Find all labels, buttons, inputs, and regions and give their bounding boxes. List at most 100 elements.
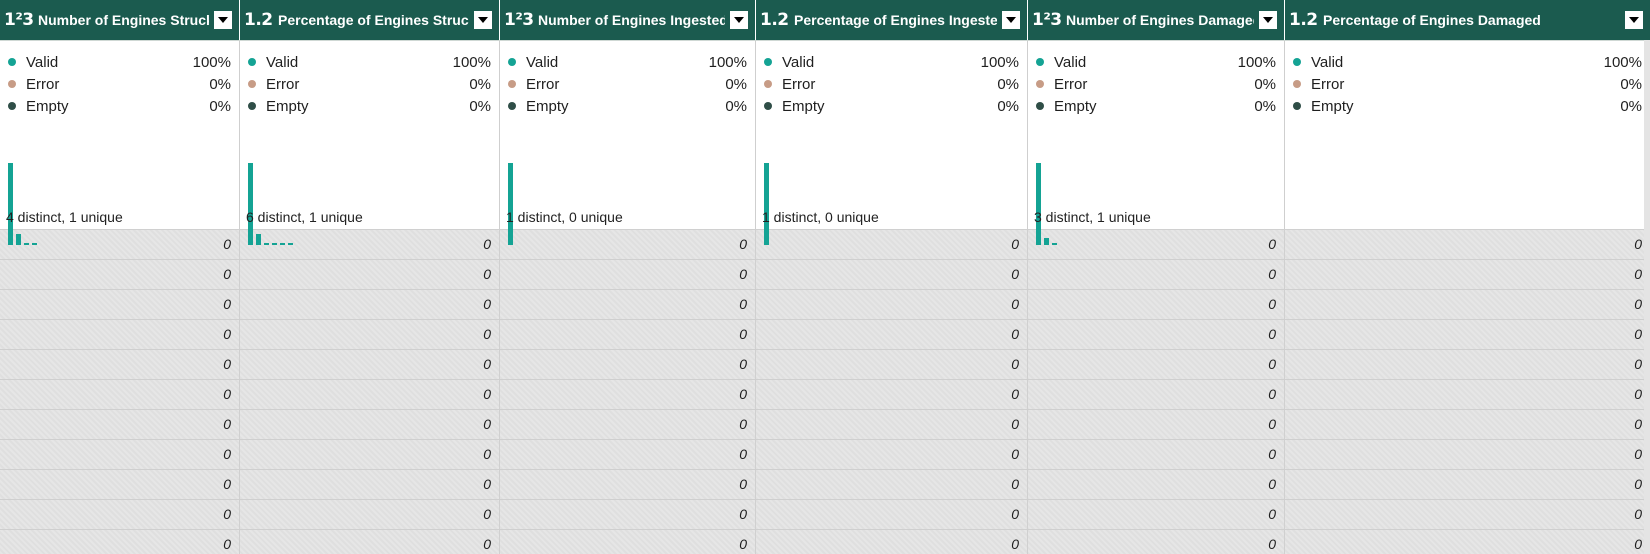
table-cell[interactable]: 0 [1028,500,1285,529]
table-cell[interactable]: 0 [0,320,240,349]
table-cell[interactable]: 0 [500,500,756,529]
table-cell[interactable]: 0 [756,380,1028,409]
table-cell[interactable]: 0 [1634,506,1642,522]
column-filter-dropdown[interactable] [473,10,493,30]
table-cell[interactable]: 0 [756,410,1028,439]
valid-row: Valid 100% [248,51,491,73]
table-cell[interactable]: 0 [1634,296,1642,312]
table-cell[interactable]: 0 [240,380,500,409]
empty-row: Empty 0% [1293,95,1642,117]
table-cell[interactable]: 0 [1028,410,1285,439]
table-cell[interactable]: 0 [500,410,756,439]
table-cell[interactable]: 0 [1634,356,1642,372]
table-cell[interactable]: 0 [500,380,756,409]
table-cell[interactable]: 0 [0,500,240,529]
table-cell[interactable]: 0 [240,260,500,289]
table-cell[interactable]: 0 [1028,320,1285,349]
table-cell[interactable]: 0 [240,410,500,439]
table-cell[interactable]: 0 [1634,236,1642,252]
table-cell[interactable]: 0 [1028,290,1285,319]
whole-number-type-icon[interactable]: 1²3 [1032,9,1062,30]
whole-number-type-icon[interactable]: 1²3 [504,9,534,30]
valid-dot-icon [1036,58,1044,66]
table-cell[interactable]: 0 [1028,530,1285,554]
column-filter-dropdown[interactable] [1001,10,1021,30]
table-cell[interactable]: 0 [1028,260,1285,289]
table-cell[interactable]: 0 [0,380,240,409]
table-cell[interactable]: 0 [240,350,500,379]
chevron-down-icon [478,17,488,23]
whole-number-type-icon[interactable]: 1²3 [4,9,34,30]
distinct-count: 4 distinct, 1 unique [6,209,123,225]
error-label: Error [266,75,300,93]
table-cell[interactable]: 0 [756,230,1028,259]
column-header-number-of-engines-ingested[interactable]: 1²3 Number of Engines Ingested [500,0,756,40]
table-cell[interactable]: 0 [1634,266,1642,282]
table-cell[interactable]: 0 [0,290,240,319]
table-cell[interactable]: 0 [500,230,756,259]
table-cell[interactable]: 0 [0,230,240,259]
distinct-count: 1 distinct, 0 unique [506,209,623,225]
table-cell[interactable]: 0 [1028,440,1285,469]
column-header-number-of-engines-struck[interactable]: 1²3 Number of Engines Struck [0,0,240,40]
table-cell[interactable]: 0 [240,320,500,349]
table-cell[interactable]: 0 [756,290,1028,319]
table-cell[interactable]: 0 [756,260,1028,289]
table-cell[interactable]: 0 [500,290,756,319]
valid-label: Valid [1311,53,1344,71]
table-cell[interactable]: 0 [0,470,240,499]
table-cell[interactable]: 0 [756,470,1028,499]
table-cell[interactable]: 0 [1634,326,1642,342]
vertical-scrollbar[interactable] [1644,40,1650,554]
column-header-percentage-of-engines-ingested[interactable]: 1.2 Percentage of Engines Ingested [756,0,1028,40]
empty-dot-icon [508,102,516,110]
table-cell[interactable]: 0 [1028,230,1285,259]
table-cell[interactable]: 0 [756,440,1028,469]
column-header-number-of-engines-damaged[interactable]: 1²3 Number of Engines Damaged [1028,0,1285,40]
table-cell[interactable]: 0 [1028,470,1285,499]
table-cell[interactable]: 0 [240,290,500,319]
table-cell[interactable]: 0 [1634,386,1642,402]
table-cell[interactable]: 0 [756,320,1028,349]
table-cell[interactable]: 0 [0,260,240,289]
column-title: Percentage of Engines Ingested [794,12,997,28]
table-cell[interactable]: 0 [756,530,1028,554]
table-cell[interactable]: 0 [240,530,500,554]
table-cell[interactable]: 0 [240,440,500,469]
table-cell[interactable]: 0 [0,350,240,379]
decimal-number-type-icon[interactable]: 1.2 [244,9,273,30]
table-cell[interactable]: 0 [500,320,756,349]
table-cell[interactable]: 0 [500,440,756,469]
column-filter-dropdown[interactable] [729,10,749,30]
table-cell[interactable]: 0 [0,440,240,469]
table-cell[interactable]: 0 [1634,536,1642,552]
table-cell[interactable]: 0 [500,260,756,289]
column-header-percentage-of-engines-struck[interactable]: 1.2 Percentage of Engines Struck [240,0,500,40]
column-filter-dropdown[interactable] [1258,10,1278,30]
table-cell[interactable]: 0 [240,230,500,259]
table-cell[interactable]: 0 [1634,416,1642,432]
column-filter-dropdown[interactable] [1624,10,1644,30]
column-header-percentage-of-engines-damaged[interactable]: 1.2 Percentage of Engines Damaged [1285,0,1650,40]
valid-label: Valid [526,53,559,71]
table-cell[interactable]: 0 [500,530,756,554]
table-cell[interactable]: 0 [1634,476,1642,492]
table-cell[interactable]: 0 [1634,446,1642,462]
table-cell[interactable]: 0 [1028,380,1285,409]
error-row: Error 0% [764,73,1019,95]
table-cell[interactable]: 0 [0,530,240,554]
table-cell[interactable]: 0 [1028,350,1285,379]
table-cell[interactable]: 0 [0,410,240,439]
table-cell[interactable]: 0 [500,470,756,499]
error-dot-icon [764,80,772,88]
table-cell[interactable]: 0 [756,350,1028,379]
table-cell[interactable]: 0 [240,470,500,499]
table-cell[interactable]: 0 [756,500,1028,529]
decimal-number-type-icon[interactable]: 1.2 [760,9,789,30]
column-title: Percentage of Engines Struck [278,12,469,28]
table-cell[interactable]: 0 [240,500,500,529]
table-cell[interactable]: 0 [500,350,756,379]
decimal-number-type-icon[interactable]: 1.2 [1289,9,1318,30]
column-filter-dropdown[interactable] [213,10,233,30]
